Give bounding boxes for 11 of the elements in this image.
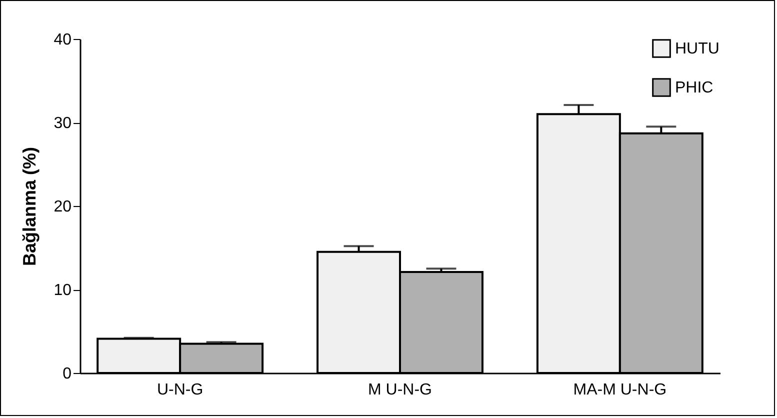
x-tick-label: M U-N-G xyxy=(368,382,432,398)
x-tick-label: MA-M U-N-G xyxy=(573,382,667,398)
y-tick-label: 20 xyxy=(54,198,72,216)
legend-label: PHIC xyxy=(675,80,714,96)
legend-label: HUTU xyxy=(675,40,720,58)
y-tick-label: 10 xyxy=(54,282,72,299)
y-axis-title: Bağlanma (%) xyxy=(20,146,40,266)
y-tick-label: 0 xyxy=(62,366,72,382)
x-tick-label: U-N-G xyxy=(156,382,204,398)
y-tick-label: 40 xyxy=(54,32,72,48)
y-tick-label: 30 xyxy=(54,115,72,132)
